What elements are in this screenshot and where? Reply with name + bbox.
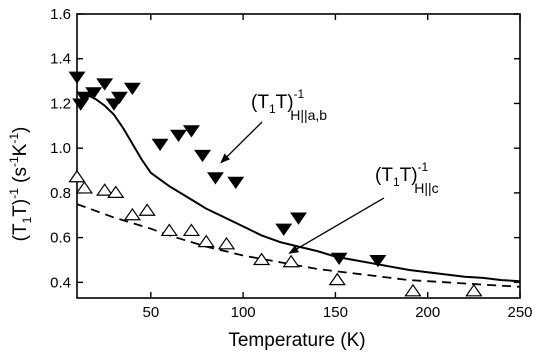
y-tick-label: 0.4 — [50, 274, 71, 291]
data-point-hc — [96, 183, 114, 196]
data-point-hab — [290, 212, 307, 225]
x-tick-label: 100 — [231, 304, 256, 321]
data-point-hab — [170, 129, 187, 143]
data-points — [68, 71, 483, 297]
y-axis-title: (T1T)-1 (s-1K-1) — [7, 127, 34, 242]
data-point-hab — [68, 71, 86, 84]
data-point-hc — [465, 283, 483, 297]
data-point-hc — [197, 234, 215, 248]
y-tick-label: 1.2 — [50, 95, 71, 112]
data-point-hc — [138, 203, 156, 216]
data-point-hab — [275, 223, 293, 236]
x-tick-label: 200 — [415, 304, 440, 321]
plot-border — [76, 13, 521, 299]
data-point-hab — [206, 172, 224, 185]
fit-line-solid — [76, 91, 521, 283]
data-point-hc — [282, 254, 300, 268]
y-tick-label: 1.6 — [50, 6, 71, 23]
data-point-hc — [160, 223, 178, 237]
plot-frame — [76, 13, 521, 299]
x-tick-label: 250 — [507, 304, 532, 321]
data-point-hab — [75, 91, 93, 104]
data-point-hc — [217, 236, 236, 250]
data-point-hc — [252, 252, 271, 266]
data-point-hab — [151, 138, 169, 151]
data-point-hab — [369, 254, 387, 268]
x-tick-label: 150 — [323, 304, 348, 321]
data-point-hab — [85, 87, 103, 100]
annotation-hab: (T1T)-1 H||a,b — [251, 87, 327, 123]
annotation-hc: (T1T)-1 H||c — [375, 160, 439, 196]
x-tick-label: 50 — [142, 304, 159, 321]
data-point-hc — [328, 272, 346, 286]
data-point-hc — [107, 185, 125, 198]
y-tick-label: 1.0 — [50, 140, 71, 157]
y-axis-ticks: 0.4 0.6 0.8 1.0 1.2 1.4 1.6 — [50, 6, 520, 291]
data-point-hc — [75, 180, 94, 194]
data-point-hab — [194, 149, 211, 163]
y-tick-label: 1.4 — [50, 51, 71, 68]
y-tick-label: 0.6 — [50, 230, 71, 247]
data-point-hc — [404, 283, 422, 297]
x-axis-ticks: 50 100 150 200 250 — [142, 14, 533, 321]
data-point-hab — [105, 98, 123, 111]
arrow-hc — [288, 197, 385, 254]
data-point-hab — [182, 125, 200, 138]
data-point-hab — [330, 252, 348, 266]
y-tick-label: 0.8 — [50, 185, 71, 202]
arrow-hab — [220, 121, 263, 164]
data-point-hab — [111, 91, 128, 104]
data-point-hc — [68, 169, 86, 183]
data-point-hab — [96, 78, 114, 91]
data-point-hc — [182, 223, 201, 237]
annotations: (T1T)-1 H||a,b (T1T)-1 H||c — [220, 87, 439, 254]
data-point-hab — [123, 82, 141, 96]
x-axis-title: Temperature (K) — [228, 330, 365, 351]
data-point-hc — [123, 207, 142, 221]
data-point-hab — [227, 176, 245, 189]
